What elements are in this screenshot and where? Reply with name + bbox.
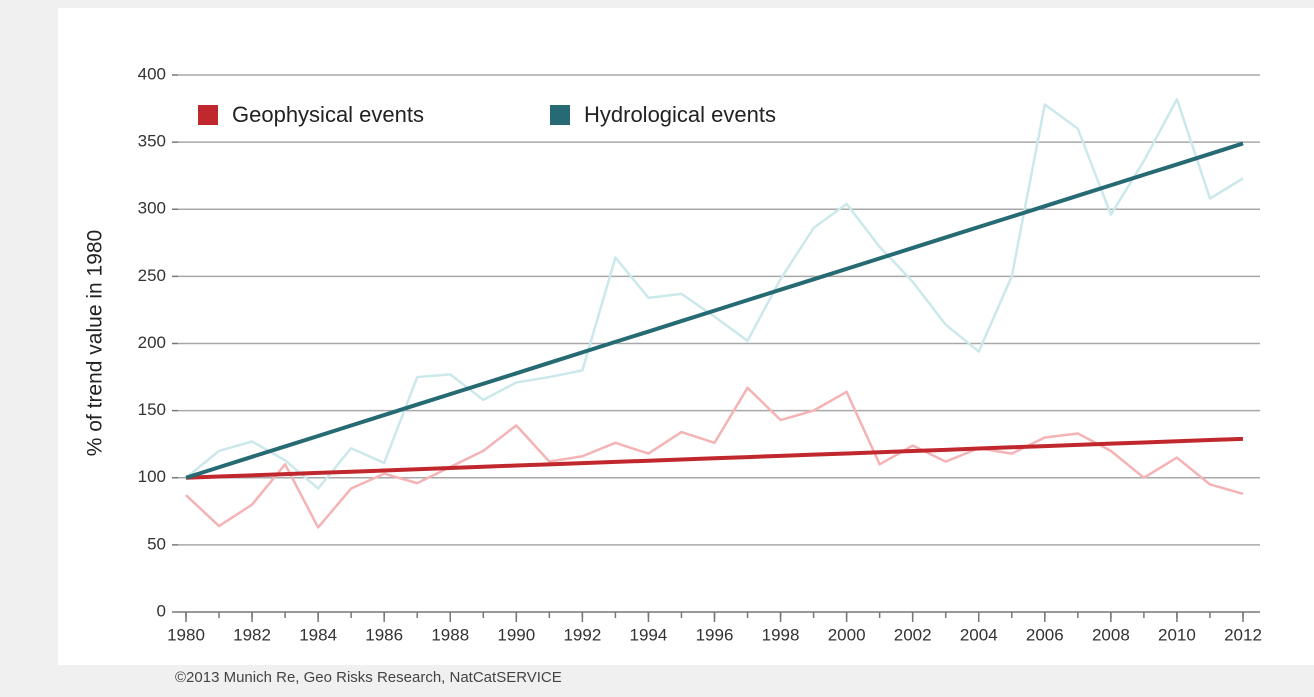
source: ©2013 Munich Re, Geo Risks Research, Nat… (175, 669, 562, 686)
x-tick-label: 1982 (233, 625, 271, 644)
legend-swatch (198, 105, 218, 125)
x-tick-label: 1984 (299, 625, 337, 644)
y-tick-label: 50 (147, 534, 166, 553)
legend-label: Hydrological events (584, 102, 776, 127)
x-tick-label: 2010 (1158, 625, 1196, 644)
x-tick-label: 2008 (1092, 625, 1130, 644)
x-tick-label: 2000 (828, 625, 866, 644)
x-tick-label: 2002 (894, 625, 932, 644)
x-tick-label: 1986 (365, 625, 403, 644)
legend-swatch (550, 105, 570, 125)
y-tick-label: 350 (138, 132, 166, 151)
annual-line (185, 386, 1244, 529)
legend-label: Geophysical events (232, 102, 424, 127)
y-tick-label: 100 (138, 467, 166, 486)
y-tick-label: 200 (138, 333, 166, 352)
y-tick-label: 300 (138, 199, 166, 218)
y-tick-label: 0 (157, 601, 166, 620)
x-tick-label: 2006 (1026, 625, 1064, 644)
x-tick-label: 1994 (630, 625, 668, 644)
y-tick-label: 150 (138, 400, 166, 419)
annual-line (185, 97, 1244, 490)
panel (58, 8, 1314, 665)
x-tick-label: 1992 (563, 625, 601, 644)
y-tick-label: 400 (138, 64, 166, 83)
trend-line (185, 436, 1244, 480)
y-axis-label: % of trend value in 1980 (84, 230, 107, 457)
x-tick-label: 1998 (762, 625, 800, 644)
x-tick-label: 1990 (497, 625, 535, 644)
x-tick-label: 2012 (1224, 625, 1262, 644)
trend-line (185, 141, 1244, 480)
x-tick-label: 2004 (960, 625, 998, 644)
x-tick-label: 1996 (696, 625, 734, 644)
y-tick-label: 250 (138, 266, 166, 285)
x-tick-label: 1988 (431, 625, 469, 644)
x-tick-label: 1980 (167, 625, 205, 644)
